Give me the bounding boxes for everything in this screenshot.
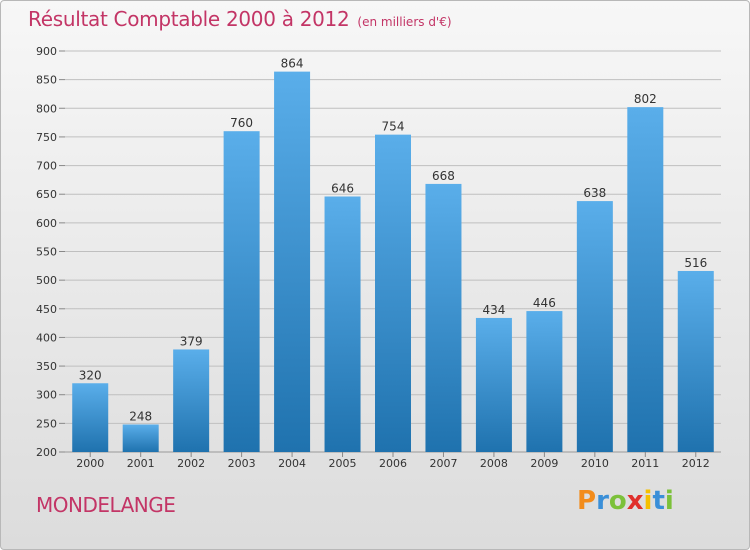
x-tick-label: 2007 xyxy=(429,457,457,470)
proxiti-logo: Proxiti xyxy=(577,486,674,516)
bar-2001 xyxy=(122,424,159,452)
data-labels: 320 248 379 760 864 646 754 668 434 446 638 802 516 xyxy=(79,57,707,424)
bar-2007 xyxy=(425,183,462,452)
data-label: 760 xyxy=(230,116,253,130)
bar-2000 xyxy=(72,383,109,452)
x-tick-label: 2004 xyxy=(278,457,306,470)
logo-letter: r xyxy=(596,486,609,516)
data-label: 802 xyxy=(634,92,657,106)
chart-subtitle: (en milliers d'€) xyxy=(357,15,452,29)
y-tick-label: 350 xyxy=(36,360,57,373)
y-tick-label: 450 xyxy=(36,303,57,316)
bar-2009 xyxy=(526,311,563,452)
x-tick-label: 2003 xyxy=(228,457,256,470)
data-label: 516 xyxy=(684,256,707,270)
data-label: 668 xyxy=(432,169,455,183)
y-tick-label: 850 xyxy=(36,74,57,87)
x-tick-label: 2010 xyxy=(581,457,609,470)
y-tick-label: 400 xyxy=(36,331,57,344)
bar-2011 xyxy=(627,107,664,452)
y-tick-label: 800 xyxy=(36,102,57,115)
y-tick-label: 200 xyxy=(36,446,57,459)
x-axis: 2000 2001 2002 2003 2004 2005 2006 2007 2008 2009… xyxy=(76,452,710,470)
x-tick-label: 2011 xyxy=(631,457,659,470)
logo-letter: i xyxy=(664,486,674,516)
y-tick-label: 550 xyxy=(36,246,57,259)
y-tick-label: 300 xyxy=(36,389,57,402)
y-tick-label: 250 xyxy=(36,417,57,430)
bar-2003 xyxy=(223,131,260,452)
data-label: 434 xyxy=(482,303,505,317)
x-tick-label: 2009 xyxy=(530,457,558,470)
title-row: Résultat Comptable 2000 à 2012 (en millie… xyxy=(28,7,452,31)
logo-letter: P xyxy=(577,486,597,516)
x-tick-label: 2002 xyxy=(177,457,205,470)
logo-letter: i xyxy=(643,486,653,516)
bar-2004 xyxy=(274,71,311,452)
y-tick-label: 700 xyxy=(36,160,57,173)
data-label: 754 xyxy=(382,120,405,134)
data-label: 320 xyxy=(79,368,102,382)
data-label: 248 xyxy=(129,410,152,424)
x-tick-label: 2008 xyxy=(480,457,508,470)
y-tick-label: 750 xyxy=(36,131,57,144)
x-tick-label: 2000 xyxy=(76,457,104,470)
chart-title: Résultat Comptable 2000 à 2012 xyxy=(28,7,350,31)
bar-2006 xyxy=(375,134,411,452)
data-label: 379 xyxy=(180,334,203,348)
y-tick-label: 600 xyxy=(36,217,57,230)
y-tick-label: 900 xyxy=(36,45,57,58)
bar-2010 xyxy=(576,201,613,452)
y-tick-label: 500 xyxy=(36,274,57,287)
x-tick-label: 2012 xyxy=(682,457,710,470)
y-axis: 200 250 300 350 400 450 500 550 600 650 700 750 800 8… xyxy=(36,45,65,459)
x-tick-label: 2001 xyxy=(127,457,155,470)
logo-letter: t xyxy=(652,486,665,516)
bar-2002 xyxy=(173,349,210,452)
commune-name: MONDELANGE xyxy=(36,493,176,517)
data-label: 864 xyxy=(281,57,304,71)
bar-2008 xyxy=(475,317,512,452)
x-tick-label: 2006 xyxy=(379,457,407,470)
logo-letter: x xyxy=(626,486,644,516)
y-tick-label: 650 xyxy=(36,188,57,201)
bar-2012 xyxy=(677,270,714,452)
data-label: 446 xyxy=(533,296,556,310)
bar-2005 xyxy=(324,196,361,452)
bars xyxy=(72,71,714,452)
x-tick-label: 2005 xyxy=(329,457,357,470)
logo-letter: o xyxy=(608,486,627,516)
data-label: 638 xyxy=(583,186,606,200)
data-label: 646 xyxy=(331,182,354,196)
